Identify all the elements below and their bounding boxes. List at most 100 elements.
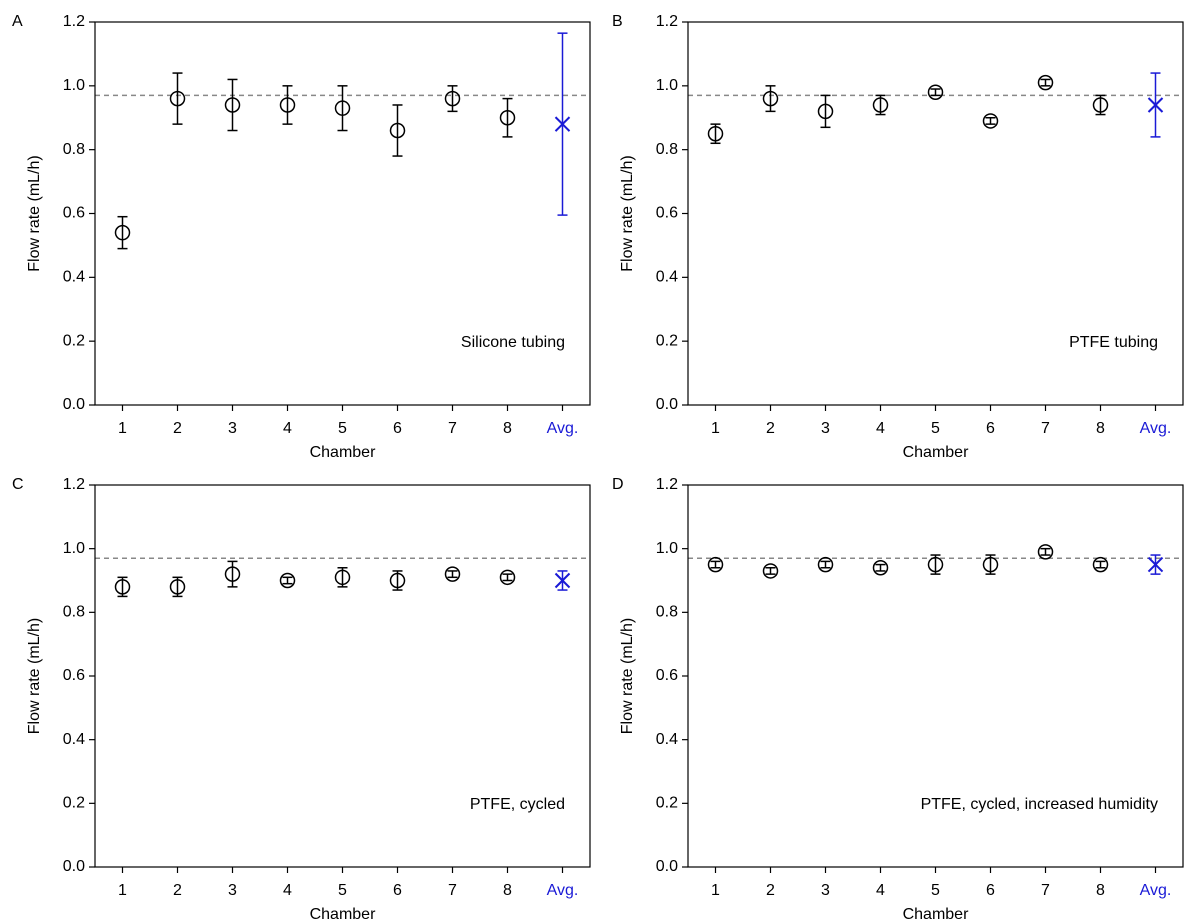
x-tick-label: 4 [283, 420, 292, 437]
point [707, 125, 724, 142]
y-tick-label: 1.2 [656, 476, 678, 493]
y-tick-label: 0.0 [63, 396, 85, 413]
point [1147, 556, 1164, 573]
y-tick-label: 0.8 [63, 141, 85, 158]
x-tick-label: 8 [1096, 420, 1105, 437]
y-tick-label: 1.2 [63, 476, 85, 493]
point [872, 560, 889, 576]
point [444, 566, 461, 582]
error-bar [117, 215, 128, 250]
point [499, 569, 516, 586]
x-tick-label: 2 [766, 420, 775, 437]
y-tick-label: 0.2 [63, 332, 85, 349]
panel: 0.0 0.2 0.4 0.6 0.8 1.0 1.2 1 2 3 4 5 6 7 8 Avg. Silicon… [12, 13, 591, 461]
y-tick-label: 1.0 [656, 540, 678, 557]
plot-frame [94, 484, 591, 868]
error-bar [710, 560, 721, 569]
error-bar [172, 72, 183, 125]
panel-label: A [12, 13, 23, 30]
x-tick-label: 1 [118, 882, 127, 899]
y-axis-label: Flow rate (mL/h) [619, 155, 636, 271]
y-axis-label: Flow rate (mL/h) [26, 618, 43, 734]
x-tick-label: 6 [393, 882, 402, 899]
x-axis-label: Chamber [903, 444, 969, 461]
x-axis-label: Chamber [310, 444, 376, 461]
point [762, 90, 779, 107]
error-bar [930, 88, 941, 97]
panel-label: D [612, 476, 624, 493]
x-tick-label: 8 [1096, 882, 1105, 899]
x-tick-label: 4 [876, 420, 885, 437]
error-bar [502, 573, 513, 582]
panel-label: B [612, 13, 623, 30]
y-tick-label: 1.0 [63, 77, 85, 94]
x-tick-label: 6 [393, 420, 402, 437]
error-bar [227, 560, 238, 588]
y-tick-label: 0.0 [63, 858, 85, 875]
point [279, 572, 296, 589]
x-tick-label: 5 [931, 882, 940, 899]
point [927, 556, 944, 573]
x-tick-label: 4 [876, 882, 885, 899]
y-tick-label: 1.2 [656, 13, 678, 30]
point-stroke [1147, 97, 1164, 113]
point [224, 566, 241, 582]
x-tick-label: 6 [986, 882, 995, 899]
panel-label: C [12, 476, 24, 493]
point [389, 572, 406, 589]
x-tick-label: 1 [711, 420, 720, 437]
annotation: PTFE, cycled [470, 796, 565, 813]
point-stroke [554, 116, 571, 132]
y-tick-label: 0.4 [63, 731, 85, 748]
point [334, 569, 351, 586]
point [554, 572, 571, 589]
y-tick-label: 0.8 [656, 604, 678, 621]
error-bar [1040, 547, 1051, 556]
point [1092, 556, 1109, 573]
point [762, 563, 779, 579]
error-bar [392, 104, 403, 157]
point [707, 556, 724, 573]
error-bar [1040, 78, 1051, 87]
point [982, 556, 999, 573]
plot-frame [94, 21, 591, 406]
point-stroke [554, 572, 571, 589]
point [817, 556, 834, 573]
error-bar [227, 78, 238, 132]
point [389, 122, 406, 139]
x-tick-label: Avg. [547, 882, 579, 899]
error-bar [765, 567, 776, 575]
x-tick-label: 3 [228, 882, 237, 899]
x-tick-label: Avg. [1140, 882, 1172, 899]
x-tick-label: 8 [503, 420, 512, 437]
point [1147, 97, 1164, 113]
error-bar [282, 85, 293, 125]
point [1092, 97, 1109, 113]
x-tick-label: 5 [931, 420, 940, 437]
y-tick-label: 0.2 [656, 795, 678, 812]
x-tick-label: 7 [1041, 420, 1050, 437]
x-axis-label: Chamber [310, 906, 376, 923]
error-bar [875, 563, 886, 572]
y-tick-label: 0.8 [63, 604, 85, 621]
x-tick-label: 7 [1041, 882, 1050, 899]
x-tick-label: 3 [228, 420, 237, 437]
x-axis-label: Chamber [903, 906, 969, 923]
point [1037, 74, 1054, 91]
point [1037, 544, 1054, 560]
x-tick-label: 5 [338, 882, 347, 899]
x-tick-label: 1 [711, 882, 720, 899]
x-tick-label: 2 [173, 882, 182, 899]
point [927, 84, 944, 100]
error-bar [447, 570, 458, 579]
y-tick-label: 0.4 [656, 731, 678, 748]
error-bar [985, 117, 996, 125]
x-tick-label: 7 [448, 882, 457, 899]
error-bar [447, 85, 458, 113]
point [982, 113, 999, 129]
y-tick-label: 0.4 [63, 269, 85, 286]
point [334, 100, 351, 116]
error-bar [765, 85, 776, 113]
panel: 0.0 0.2 0.4 0.6 0.8 1.0 1.2 1 2 3 4 5 6 7 8 Avg. PTFE, c… [612, 476, 1184, 923]
